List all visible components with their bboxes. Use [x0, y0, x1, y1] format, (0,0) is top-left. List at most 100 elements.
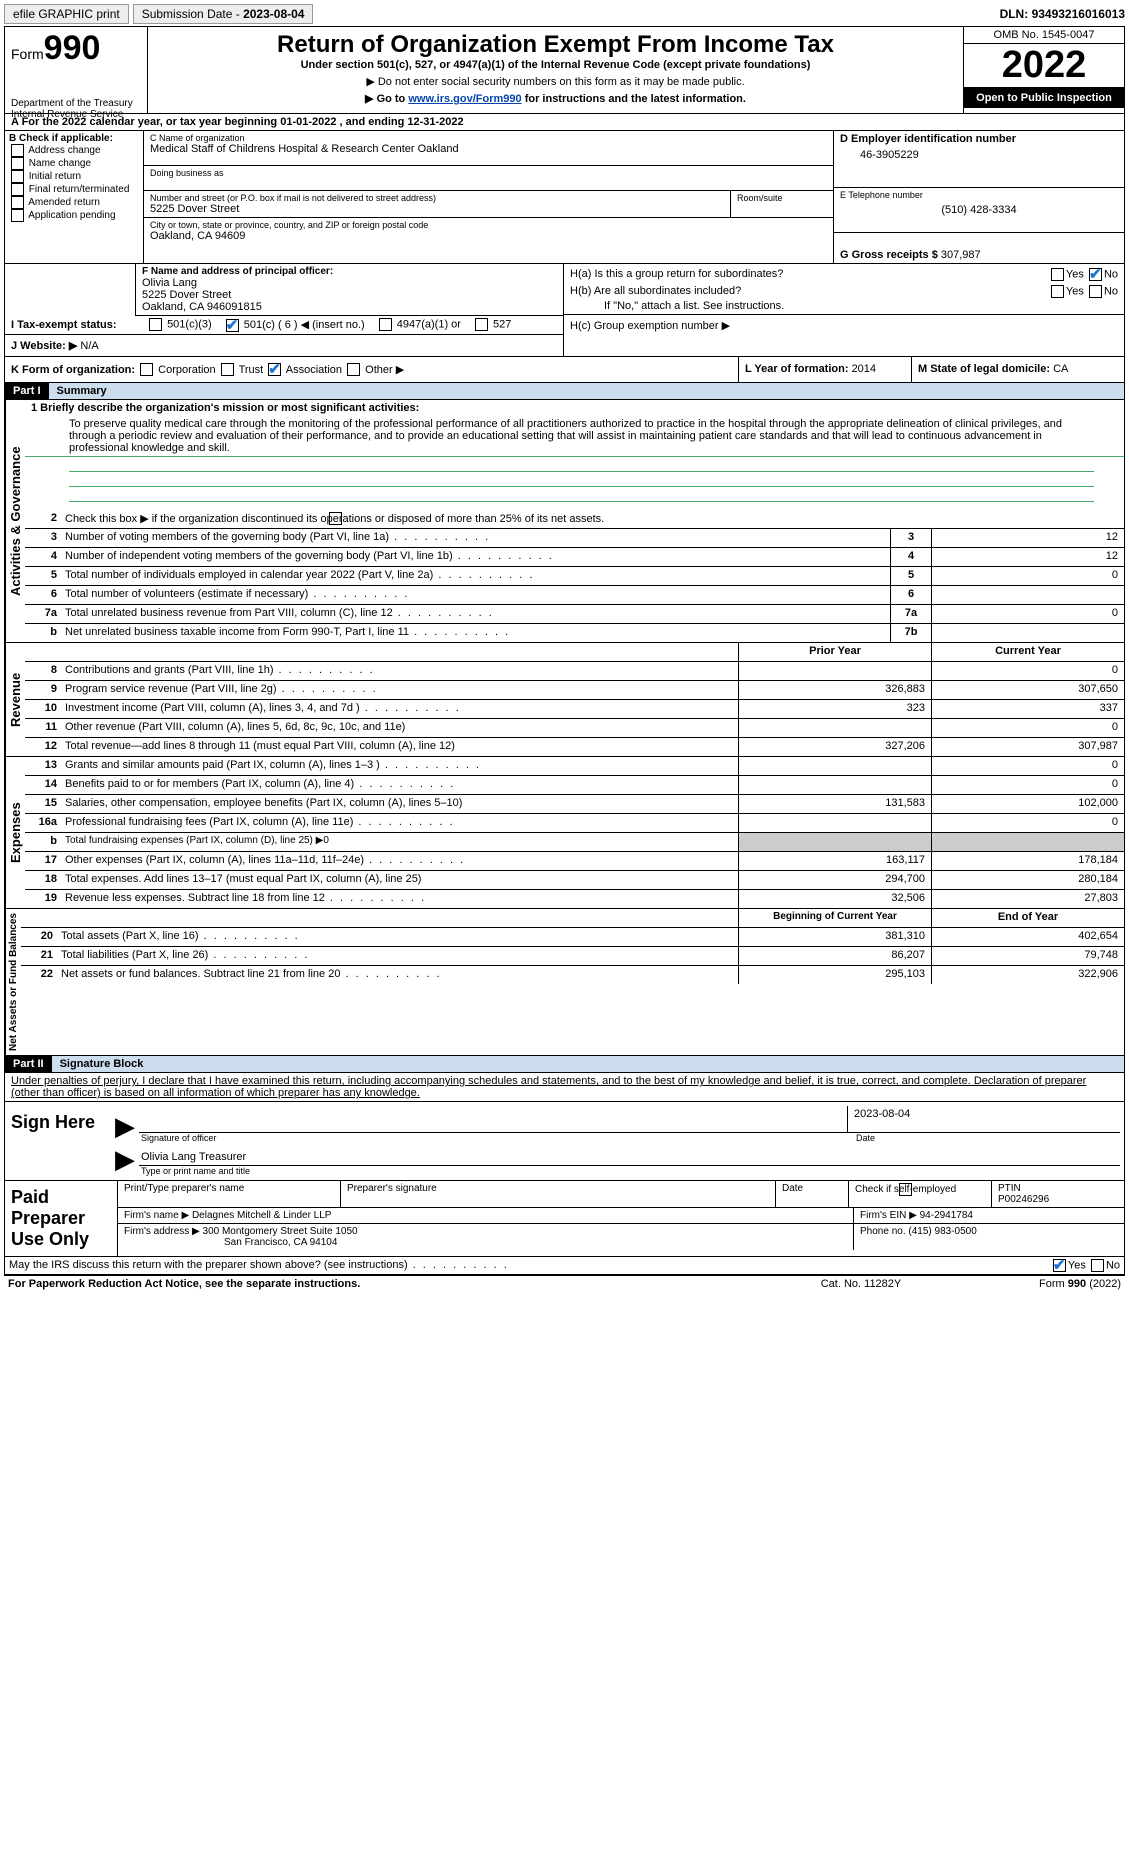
checkbox-other[interactable] [347, 363, 360, 376]
form-title: Return of Organization Exempt From Incom… [152, 31, 959, 59]
submission-date-button[interactable]: Submission Date - 2023-08-04 [133, 4, 314, 24]
b-header: B Check if applicable: [9, 133, 113, 144]
checkbox-hb-yes[interactable] [1051, 285, 1064, 298]
val-6 [931, 586, 1124, 604]
website-value: N/A [80, 340, 98, 352]
checkbox-trust[interactable] [221, 363, 234, 376]
discuss-row: May the IRS discuss this return with the… [5, 1256, 1124, 1274]
header-left: Form990 Department of the Treasury Inter… [5, 27, 148, 113]
line-1-label: 1 Briefly describe the organization's mi… [25, 400, 1124, 416]
line-4: Number of independent voting members of … [61, 548, 890, 566]
officer-name: Olivia Lang [142, 277, 557, 289]
line-19: Revenue less expenses. Subtract line 18 … [61, 890, 738, 908]
checkbox-assoc[interactable] [268, 363, 281, 376]
hb-note: If "No," attach a list. See instructions… [564, 298, 1124, 315]
line-15: Salaries, other compensation, employee b… [61, 795, 738, 813]
l-label: L Year of formation: [745, 363, 852, 375]
line-21: Total liabilities (Part X, line 26) [57, 947, 738, 965]
line-6: Total number of volunteers (estimate if … [61, 586, 890, 604]
tax-year: 2022 [964, 44, 1124, 88]
checkbox-ha-no[interactable] [1089, 268, 1102, 281]
checkbox-self-employed[interactable] [899, 1183, 912, 1196]
mission-text: To preserve quality medical care through… [25, 416, 1124, 457]
ptin: P00246296 [998, 1194, 1049, 1205]
checkbox-address-change[interactable] [11, 144, 24, 157]
line-3: Number of voting members of the governin… [61, 529, 890, 547]
side-label-activities: Activities & Governance [5, 400, 25, 642]
prior-year-hdr: Prior Year [738, 643, 931, 661]
net-assets-section: Net Assets or Fund Balances Beginning of… [5, 908, 1124, 1055]
cat-no: Cat. No. 11282Y [761, 1278, 961, 1290]
sig-date: 2023-08-04 [847, 1106, 1120, 1133]
val-7b [931, 624, 1124, 642]
checkbox-application-pending[interactable] [11, 209, 24, 222]
column-b: B Check if applicable: Address change Na… [5, 131, 144, 263]
checkbox-initial-return[interactable] [11, 170, 24, 183]
open-to-public: Open to Public Inspection [964, 88, 1124, 108]
line-17: Other expenses (Part IX, column (A), lin… [61, 852, 738, 870]
checkbox-527[interactable] [475, 318, 488, 331]
sign-here-label: Sign Here [5, 1102, 107, 1180]
line-10: Investment income (Part VIII, column (A)… [61, 700, 738, 718]
firm-addr2: San Francisco, CA 94104 [124, 1237, 337, 1248]
checkbox-final-return[interactable] [11, 183, 24, 196]
b-opt-amended: Amended return [9, 196, 139, 209]
checkbox-hb-no[interactable] [1089, 285, 1102, 298]
line-5: Total number of individuals employed in … [61, 567, 890, 585]
ha-label: H(a) Is this a group return for subordin… [570, 268, 1049, 281]
b-opt-address: Address change [9, 144, 139, 157]
line-22: Net assets or fund balances. Subtract li… [57, 966, 738, 984]
submission-date-label: Submission Date - [142, 7, 243, 21]
checkbox-discuss-yes[interactable] [1053, 1259, 1066, 1272]
line-16b: Total fundraising expenses (Part IX, col… [61, 833, 738, 851]
b-opt-initial: Initial return [9, 170, 139, 183]
paid-preparer-block: Paid Preparer Use Only Print/Type prepar… [5, 1180, 1124, 1256]
line-7b: Net unrelated business taxable income fr… [61, 624, 890, 642]
j-label: J Website: ▶ [11, 340, 77, 352]
checkbox-name-change[interactable] [11, 157, 24, 170]
sign-here-block: Sign Here ▶ 2023-08-04 Signature of offi… [5, 1101, 1124, 1180]
city-value: Oakland, CA 94609 [150, 230, 827, 242]
line-8: Contributions and grants (Part VIII, lin… [61, 662, 738, 680]
m-label: M State of legal domicile: [918, 363, 1053, 375]
val-5: 0 [931, 567, 1124, 585]
checkbox-501c3[interactable] [149, 318, 162, 331]
state-domicile: CA [1053, 363, 1068, 375]
line-14: Benefits paid to or for members (Part IX… [61, 776, 738, 794]
val-3: 12 [931, 529, 1124, 547]
row-a-tax-year: A For the 2022 calendar year, or tax yea… [5, 114, 1124, 131]
org-name: Medical Staff of Childrens Hospital & Re… [150, 143, 827, 155]
subtitle-3: ▶ Go to www.irs.gov/Form990 for instruct… [152, 92, 959, 105]
checkbox-amended-return[interactable] [11, 196, 24, 209]
declaration-text[interactable]: Under penalties of perjury, I declare th… [11, 1075, 1086, 1099]
checkbox-4947[interactable] [379, 318, 392, 331]
discuss-question: May the IRS discuss this return with the… [9, 1259, 1051, 1272]
efile-print-button[interactable]: efile GRAPHIC print [4, 4, 129, 24]
part-2-header: Part II Signature Block [5, 1055, 1124, 1072]
year-formation: 2014 [852, 363, 876, 375]
checkbox-ha-yes[interactable] [1051, 268, 1064, 281]
phone-label: E Telephone number [840, 190, 1118, 200]
hb-label: H(b) Are all subordinates included? [570, 285, 1049, 298]
header-right: OMB No. 1545-0047 2022 Open to Public In… [963, 27, 1124, 113]
submission-date-value: 2023-08-04 [243, 7, 304, 21]
val-4: 12 [931, 548, 1124, 566]
k-label: K Form of organization: [11, 364, 135, 376]
checkbox-discuss-no[interactable] [1091, 1259, 1104, 1272]
checkbox-line2[interactable] [329, 512, 342, 525]
checkbox-501c[interactable] [226, 319, 239, 332]
i-label: I Tax-exempt status: [11, 319, 135, 331]
irs-gov-link[interactable]: www.irs.gov/Form990 [408, 93, 521, 105]
perjury-declaration: Under penalties of perjury, I declare th… [5, 1072, 1124, 1101]
b-opt-final: Final return/terminated [9, 183, 139, 196]
arrow-icon: ▶ [111, 1119, 139, 1133]
checkbox-corp[interactable] [140, 363, 153, 376]
form-header: Form990 Department of the Treasury Inter… [5, 27, 1124, 114]
pra-notice: For Paperwork Reduction Act Notice, see … [8, 1278, 761, 1290]
date-label: Date [852, 1133, 1120, 1143]
column-c: C Name of organization Medical Staff of … [144, 131, 833, 263]
activities-governance-section: Activities & Governance 1 Briefly descri… [5, 399, 1124, 642]
subtitle-2: ▶ Do not enter social security numbers o… [152, 75, 959, 88]
street-value: 5225 Dover Street [150, 203, 724, 215]
mission-blank-2 [69, 472, 1094, 487]
